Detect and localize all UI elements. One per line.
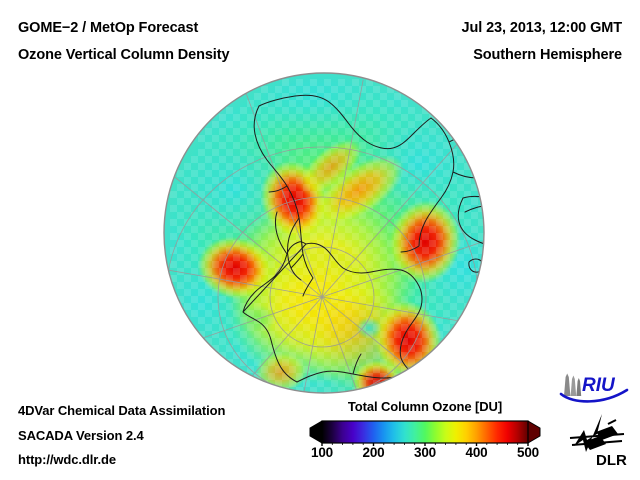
colorbar-left-arrow — [309, 420, 323, 444]
globe-outline — [163, 72, 485, 394]
datetime-label: Jul 23, 2013, 12:00 GMT — [461, 20, 622, 36]
cooling-tower-icon — [564, 373, 582, 396]
region-label: Southern Hemisphere — [473, 47, 622, 63]
colorbar-ticks — [321, 443, 529, 446]
colorbar-tick-label: 200 — [362, 445, 385, 460]
riu-logo: RIU — [559, 370, 629, 406]
grid-cell-texture — [170, 79, 484, 393]
colorbar-title: Total Column Ozone [DU] — [347, 399, 503, 414]
coast-ross-shelf — [352, 353, 362, 375]
page-title: GOME−2 / MetOp Forecast — [18, 20, 199, 36]
coast-south-america — [253, 94, 432, 297]
footer-line-2: SACADA Version 2.4 — [18, 428, 144, 443]
riu-wordmark: RIU — [582, 375, 616, 396]
coast-south-america-tip — [287, 217, 302, 281]
colorbar-right-arrow — [527, 420, 541, 444]
footer-line-1: 4DVar Chemical Data Assimilation — [18, 403, 226, 418]
dlr-wordmark: DLR — [596, 452, 627, 469]
colorbar-tick-label: 300 — [414, 445, 436, 460]
colorbar-tick-label: 400 — [465, 445, 488, 460]
colorbar-tick-labels: 100 200 300 400 500 — [300, 445, 550, 465]
colorbar-gradient — [309, 420, 541, 446]
page-subtitle: Ozone Vertical Column Density — [18, 47, 230, 63]
colorbar: Total Column Ozone [DU] 100 200 300 400 500 — [300, 399, 550, 471]
dlr-logo: DLR — [566, 412, 628, 470]
dlr-mark-icon — [569, 414, 625, 452]
coast-antarctic-peninsula — [275, 211, 288, 255]
riu-swoosh — [559, 388, 629, 403]
colorbar-tick-label: 500 — [517, 445, 539, 460]
ozone-polar-map — [163, 72, 485, 394]
colorbar-tick-label: 100 — [311, 445, 333, 460]
footer-url[interactable]: http://wdc.dlr.de — [18, 452, 116, 467]
colorbar-bar — [321, 420, 529, 444]
